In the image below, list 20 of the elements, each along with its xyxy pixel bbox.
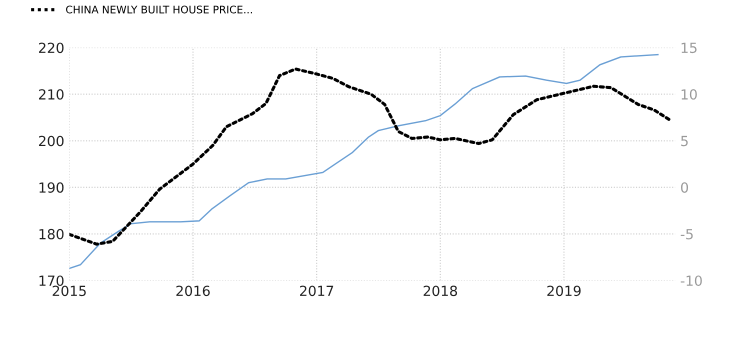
line-series (69, 54, 659, 270)
x-tick-label: 2018 (424, 286, 458, 296)
y2-tick-label: -5 (680, 229, 693, 240)
x-tick-label: 2015 (52, 286, 86, 296)
y-tick-label: 170 (40, 275, 64, 286)
y-tick-label: 220 (38, 42, 64, 54)
legend-label: CHINA NEWLY BUILT HOUSE PRICE... (66, 6, 252, 14)
y2-tick-label: 5 (681, 136, 688, 146)
y2-tick-label: 10 (682, 89, 697, 100)
x-tick-label: 2016 (176, 286, 210, 296)
y-tick-label: 180 (40, 228, 64, 240)
y-tick-label: 210 (38, 89, 64, 100)
y2-tick-label: -10 (680, 275, 702, 286)
y-tick-label: 200 (38, 136, 64, 146)
x-tick-label: 2017 (300, 286, 334, 296)
y2-tick-label: 0 (681, 182, 688, 193)
line-series (69, 67, 672, 246)
y-tick-label: 190 (40, 182, 64, 193)
x-tick-label: 2019 (547, 286, 581, 296)
y2-tick-label: 15 (682, 42, 697, 54)
